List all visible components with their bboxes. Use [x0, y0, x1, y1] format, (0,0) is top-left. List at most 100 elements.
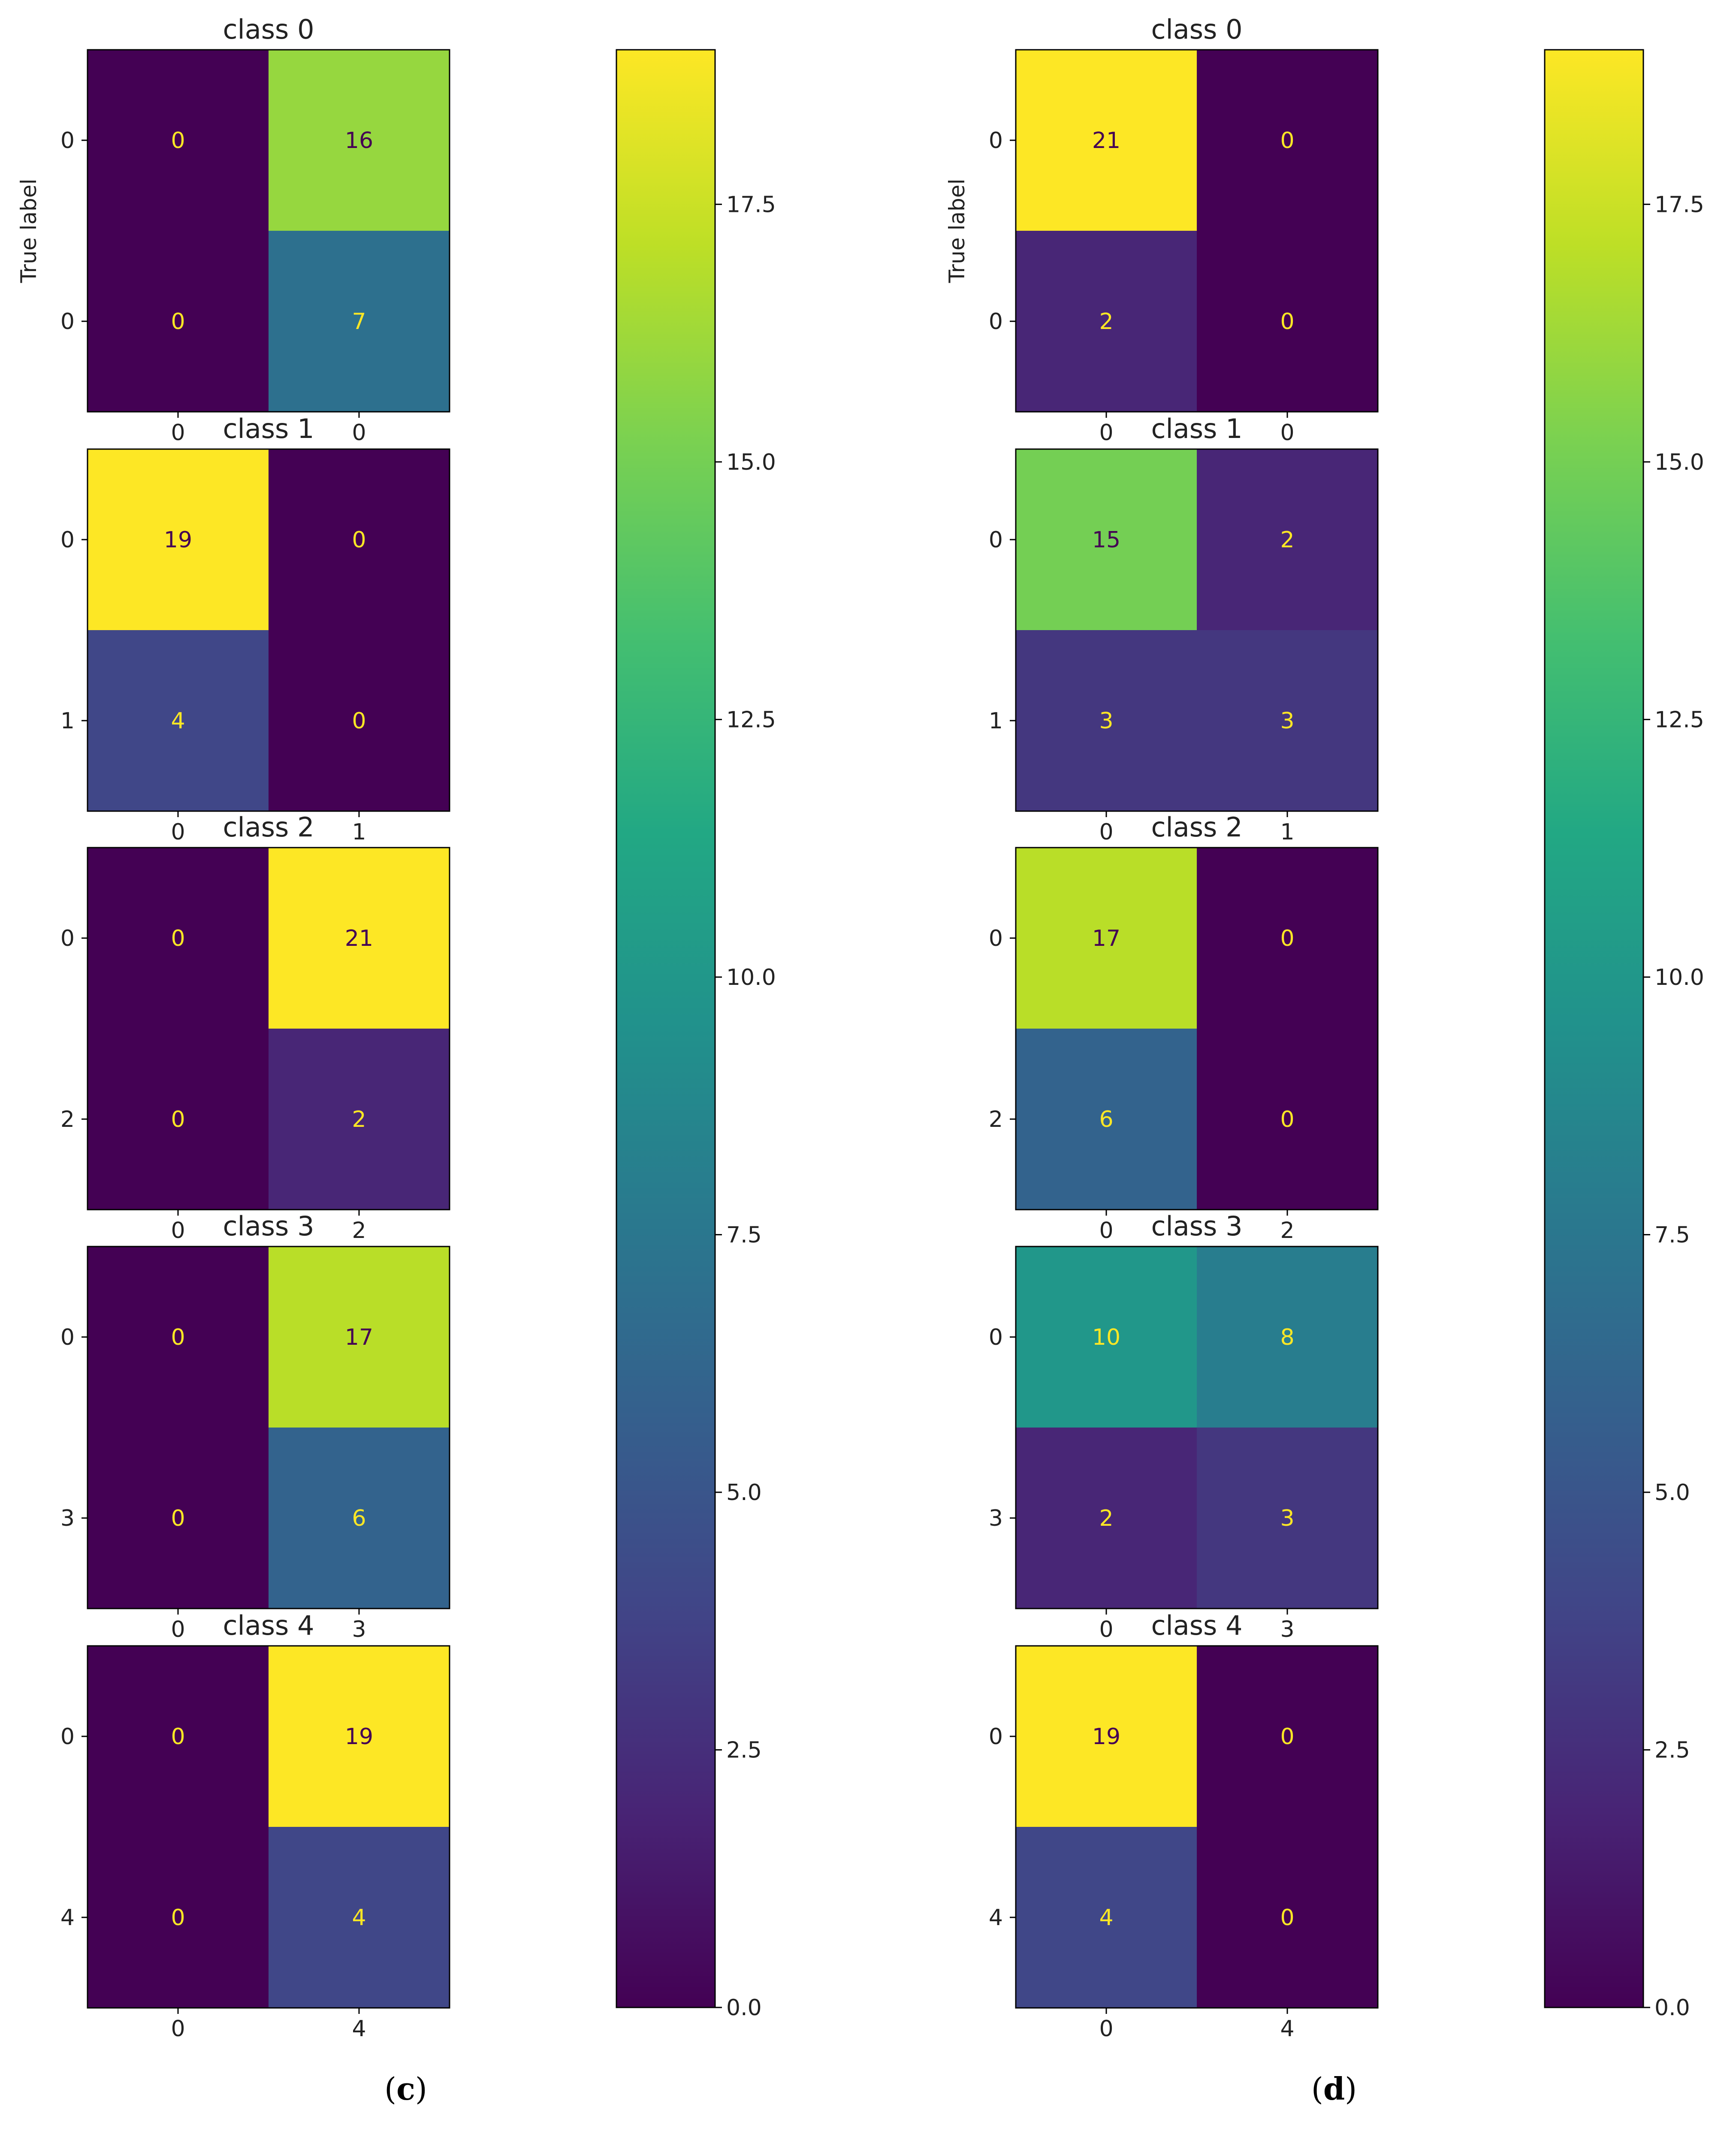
- colorbar-tick-label: 0.0: [726, 1995, 762, 2021]
- panel-caption-close: ): [415, 2071, 427, 2107]
- matrix-cell: [269, 630, 450, 811]
- x-tick-label: 0: [1099, 2016, 1113, 2042]
- colorbar-tick-label: 15.0: [1654, 450, 1704, 475]
- panel-caption-open: (: [384, 2071, 396, 2107]
- matrix-frame: [1015, 448, 1379, 812]
- x-tick-label: 1: [1280, 819, 1294, 845]
- cell-value-label: 4: [171, 708, 185, 734]
- panel-caption-letter: d: [1323, 2071, 1345, 2107]
- cell-value-label: 3: [1099, 708, 1113, 734]
- y-tick-label: 4: [60, 1905, 75, 1931]
- confusion-matrix-2: 0 21 0 2 class 2 0 2 0 2: [60, 812, 450, 1244]
- panel-caption-open: (: [1311, 2071, 1323, 2107]
- matrix-cell: [269, 1428, 450, 1609]
- cell-value-label: 6: [1099, 1107, 1113, 1132]
- matrix-cell: [269, 50, 450, 231]
- cell-value-label: 4: [352, 1905, 366, 1931]
- colorbar-tick-label: 7.5: [1654, 1222, 1690, 1248]
- y-tick-label: 0: [989, 1325, 1003, 1350]
- y-tick-label: 2: [60, 1107, 75, 1132]
- matrix-cell: [269, 231, 450, 412]
- matrix-cell: [269, 1646, 450, 1827]
- confusion-matrix-0: 21 0 2 0 class 0 0 0 0 0 True label: [945, 14, 1379, 446]
- matrix-cell: [88, 848, 269, 1029]
- matrix-cell: [88, 1646, 269, 1827]
- cell-value-label: 19: [1092, 1724, 1120, 1750]
- x-tick-label: 2: [1280, 1218, 1294, 1244]
- x-tick-label: 3: [352, 1617, 366, 1642]
- y-tick-label: 3: [60, 1506, 75, 1531]
- x-tick-label: 0: [352, 420, 366, 446]
- colorbar-tick-label: 17.5: [726, 192, 776, 217]
- matrix-cell: [1016, 1247, 1197, 1428]
- matrix-cell: [88, 630, 269, 811]
- matrix-frame: [87, 49, 450, 413]
- matrix-cell: [88, 50, 269, 231]
- matrix-cell: [1016, 50, 1197, 231]
- y-axis-label: True label: [16, 178, 41, 283]
- colorbar: 0.0 2.5 5.0 7.5 10.0 12.5 15.0 17.5: [1544, 49, 1704, 2021]
- cell-value-label: 0: [1280, 1107, 1294, 1132]
- x-tick-label: 0: [171, 819, 185, 845]
- cell-value-label: 2: [1099, 1506, 1113, 1531]
- matrix-cell: [1197, 1247, 1378, 1428]
- cell-value-label: 8: [1280, 1325, 1294, 1350]
- y-tick-label: 3: [989, 1506, 1003, 1531]
- matrix-title: class 0: [1151, 14, 1242, 45]
- cell-value-label: 15: [1092, 527, 1120, 553]
- y-tick-label: 4: [989, 1905, 1003, 1931]
- matrix-title: class 1: [1151, 413, 1242, 444]
- matrix-title: class 2: [1151, 812, 1242, 843]
- cell-value-label: 21: [345, 926, 373, 951]
- matrix-frame: [1015, 49, 1379, 413]
- cell-value-label: 0: [171, 1107, 185, 1132]
- cell-value-label: 0: [171, 1724, 185, 1750]
- matrix-cell: [1197, 1646, 1378, 1827]
- cell-value-label: 0: [171, 1325, 185, 1350]
- colorbar-tick-label: 5.0: [726, 1480, 762, 1506]
- x-tick-label: 0: [1099, 1218, 1113, 1244]
- matrix-title: class 4: [1151, 1610, 1242, 1641]
- y-tick-label: 0: [60, 128, 75, 154]
- confusion-matrix-3: 0 17 0 6 class 3 0 3 0 3: [60, 1210, 450, 1642]
- y-tick-label: 0: [60, 527, 75, 553]
- colorbar-tick-label: 0.0: [1654, 1995, 1690, 2021]
- cell-value-label: 2: [1280, 527, 1294, 553]
- cell-value-label: 3: [1280, 1506, 1294, 1531]
- matrix-title: class 4: [223, 1610, 314, 1641]
- x-tick-label: 0: [1099, 420, 1113, 446]
- matrix-title: class 2: [223, 812, 314, 843]
- cell-value-label: 10: [1092, 1325, 1120, 1350]
- matrix-cell: [88, 1827, 269, 2008]
- x-tick-label: 4: [1280, 2016, 1294, 2042]
- matrix-cell: [88, 1247, 269, 1428]
- cell-value-label: 7: [352, 309, 366, 335]
- matrix-frame: [1015, 847, 1379, 1210]
- matrix-frame: [87, 1645, 450, 2009]
- cell-value-label: 0: [1280, 128, 1294, 154]
- confusion-matrix-1: 15 2 3 3 class 1 0 1 0 1: [989, 413, 1379, 845]
- x-tick-label: 0: [1099, 1617, 1113, 1642]
- y-tick-label: 0: [989, 309, 1003, 335]
- matrix-cell: [1016, 1827, 1197, 2008]
- matrix-title: class 0: [223, 14, 314, 45]
- matrix-title: class 3: [1151, 1210, 1242, 1242]
- colorbar-tick-label: 5.0: [1654, 1480, 1690, 1506]
- colorbar-gradient: [1544, 49, 1644, 2008]
- matrix-cell: [1016, 1428, 1197, 1609]
- y-tick-label: 0: [989, 1724, 1003, 1750]
- cell-value-label: 2: [352, 1107, 366, 1132]
- x-tick-label: 0: [1280, 420, 1294, 446]
- matrix-cell: [1016, 848, 1197, 1029]
- x-tick-label: 3: [1280, 1617, 1294, 1642]
- x-tick-label: 0: [171, 1218, 185, 1244]
- cell-value-label: 0: [171, 1506, 185, 1531]
- matrix-cell: [1197, 50, 1378, 231]
- y-tick-label: 1: [60, 708, 75, 734]
- matrix-cell: [88, 1029, 269, 1210]
- panel-caption: (c): [384, 2071, 427, 2107]
- confusion-matrix-2: 17 0 6 0 class 2 0 2 0 2: [989, 812, 1379, 1244]
- matrix-cell: [88, 231, 269, 412]
